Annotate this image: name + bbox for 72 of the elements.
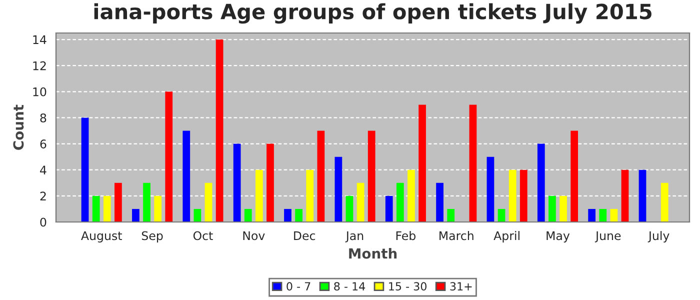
bar (306, 170, 314, 222)
y-tick-label: 10 (33, 87, 46, 96)
x-tick-label: March (440, 231, 474, 240)
y-tick-label: 0 (40, 218, 46, 227)
bar (356, 182, 364, 222)
bar (660, 182, 668, 222)
legend-label: 31+ (450, 282, 472, 291)
bar (81, 118, 89, 222)
bar (216, 40, 224, 222)
bar (385, 196, 393, 222)
x-tick-label: Nov (243, 231, 265, 240)
bar (204, 182, 212, 222)
bar (498, 208, 506, 222)
legend-label: 15 - 30 (389, 282, 426, 291)
bar (621, 170, 629, 222)
y-tick-label: 8 (40, 113, 46, 122)
bar (233, 144, 241, 222)
bar (132, 208, 140, 222)
bar (114, 182, 122, 222)
bar (447, 208, 455, 222)
bar (486, 156, 494, 222)
bar (317, 130, 325, 222)
bar (599, 208, 607, 222)
bar (548, 196, 556, 222)
bar (143, 182, 150, 222)
bar (368, 130, 376, 222)
bar (284, 208, 292, 222)
bar (92, 196, 100, 222)
y-tick-label: 14 (33, 35, 46, 44)
bar (255, 170, 263, 222)
bar (194, 208, 202, 222)
bar (560, 196, 567, 222)
x-tick-label: Dec (294, 231, 316, 240)
bar (396, 182, 404, 222)
bar (520, 170, 528, 222)
y-tick-label: 4 (40, 166, 46, 174)
chart-title: iana-ports Age groups of open tickets July 2015 (94, 3, 652, 24)
bar (418, 104, 426, 222)
x-tick-label: April (494, 231, 520, 242)
bar (469, 104, 477, 222)
legend-label: 8 - 14 (334, 282, 366, 291)
x-axis-title: Month (349, 248, 397, 259)
x-tick-label: Jan (345, 231, 364, 242)
bar (334, 156, 342, 222)
y-tick-label: 2 (40, 192, 46, 200)
x-tick-label: August (81, 231, 122, 242)
bar (570, 130, 578, 222)
bar (610, 208, 618, 222)
x-tick-label: July (648, 231, 670, 242)
bar (165, 92, 173, 222)
bar (182, 130, 190, 222)
bar (588, 208, 596, 222)
bar (508, 170, 516, 222)
x-tick-label: Oct (193, 231, 213, 240)
bar (638, 170, 646, 222)
y-tick-label: 12 (33, 61, 46, 70)
bar (408, 170, 415, 222)
bar (295, 208, 302, 222)
y-axis-title: Count (13, 104, 24, 150)
x-tick-label: May (546, 231, 570, 242)
bar (103, 196, 111, 222)
x-tick-label: Feb (396, 231, 416, 240)
x-tick-label: June (594, 231, 621, 242)
bar (154, 196, 162, 222)
bar (266, 144, 274, 222)
x-tick-label: Sep (142, 231, 163, 242)
bar (346, 196, 354, 222)
bar (244, 208, 252, 222)
y-tick-label: 6 (40, 140, 46, 148)
bar (537, 144, 545, 222)
legend-label: 0 - 7 (286, 282, 310, 291)
bar (436, 182, 444, 222)
